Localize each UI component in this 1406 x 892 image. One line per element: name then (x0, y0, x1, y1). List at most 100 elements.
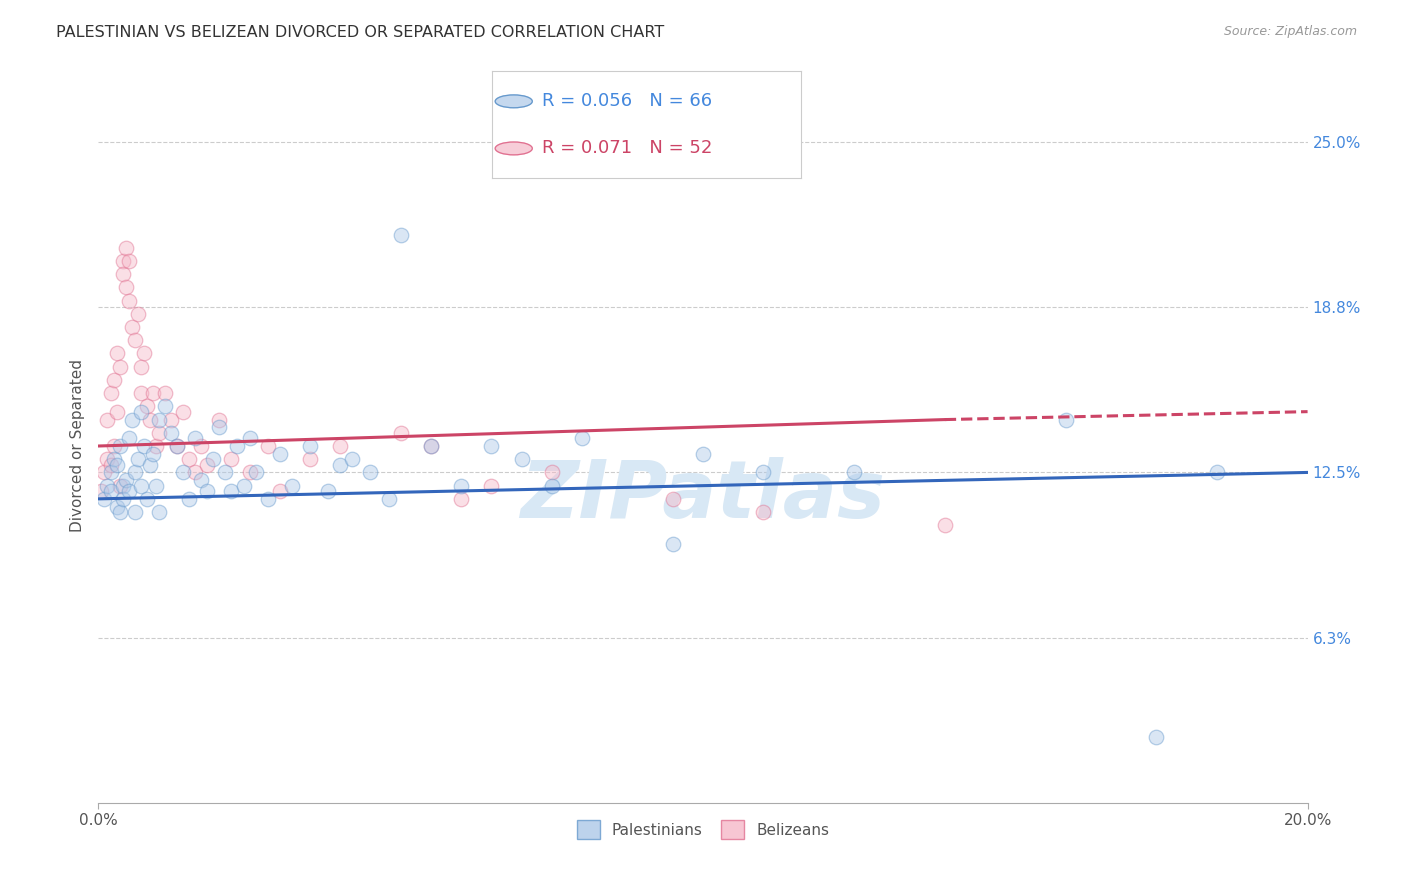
Point (105, 346, 128, 360)
Point (450, 478, 472, 492)
Text: R = 0.071   N = 52: R = 0.071 N = 52 (541, 139, 711, 157)
Point (299, 452, 322, 467)
Y-axis label: Divorced or Separated: Divorced or Separated (69, 359, 84, 533)
Point (184, 431, 207, 445)
Point (195, 483, 218, 498)
Point (752, 466, 775, 480)
Point (129, 359, 152, 374)
Point (172, 466, 194, 480)
Point (166, 439, 188, 453)
Text: Source: ZipAtlas.com: Source: ZipAtlas.com (1223, 25, 1357, 38)
Point (221, 483, 243, 498)
Point (934, 518, 956, 533)
Point (269, 447, 291, 461)
Point (148, 505, 170, 519)
Point (100, 458, 122, 472)
Point (108, 478, 131, 492)
Point (105, 458, 128, 472)
Point (153, 400, 176, 414)
Point (208, 412, 231, 426)
Point (111, 478, 134, 492)
Point (844, 466, 866, 480)
Point (208, 420, 231, 434)
Point (139, 412, 162, 426)
Point (103, 373, 125, 387)
Point (420, 439, 443, 453)
Point (281, 478, 304, 492)
Point (420, 439, 443, 453)
Point (226, 439, 249, 453)
Point (132, 439, 155, 453)
Point (450, 491, 472, 506)
Point (389, 227, 412, 242)
Point (129, 404, 152, 418)
Point (118, 293, 141, 308)
Point (153, 386, 176, 401)
Point (145, 478, 167, 492)
Point (114, 241, 136, 255)
Point (90, 483, 112, 498)
Point (202, 452, 225, 467)
Point (118, 431, 141, 445)
Point (108, 505, 131, 519)
Point (190, 474, 212, 488)
Point (148, 425, 170, 440)
Point (127, 307, 149, 321)
Point (114, 280, 136, 294)
Point (692, 447, 714, 461)
Point (166, 439, 188, 453)
Point (105, 404, 128, 418)
Point (114, 474, 136, 488)
Point (100, 466, 122, 480)
Point (256, 491, 278, 506)
Point (129, 386, 152, 401)
Point (103, 452, 125, 467)
Point (121, 320, 143, 334)
Point (100, 386, 122, 401)
Point (142, 447, 165, 461)
Point (105, 500, 128, 514)
Point (329, 458, 352, 472)
Point (661, 537, 683, 551)
Point (124, 505, 146, 519)
Point (360, 466, 382, 480)
Point (481, 439, 503, 453)
Point (329, 439, 352, 453)
Point (132, 346, 155, 360)
Point (342, 452, 364, 467)
Point (221, 452, 243, 467)
Point (96, 478, 118, 492)
Point (232, 478, 254, 492)
Point (108, 359, 131, 374)
Point (190, 439, 212, 453)
Point (389, 425, 412, 440)
Point (100, 483, 122, 498)
Point (510, 452, 533, 467)
Point (752, 505, 775, 519)
Point (103, 439, 125, 453)
Point (160, 412, 183, 426)
Point (135, 491, 157, 506)
Point (256, 439, 278, 453)
Point (1206, 466, 1229, 480)
Point (121, 412, 143, 426)
Point (316, 483, 339, 498)
Point (195, 458, 218, 472)
Point (142, 386, 165, 401)
Text: ZIPatlas: ZIPatlas (520, 457, 886, 535)
Point (148, 412, 170, 426)
Point (160, 425, 183, 440)
Point (118, 483, 141, 498)
Point (481, 478, 503, 492)
Legend: Palestinians, Belizeans: Palestinians, Belizeans (571, 814, 835, 845)
Point (184, 466, 207, 480)
Point (245, 466, 267, 480)
Point (96, 412, 118, 426)
Point (111, 254, 134, 268)
Point (93, 491, 115, 506)
Point (129, 478, 152, 492)
Point (124, 466, 146, 480)
Circle shape (495, 142, 533, 155)
Point (172, 404, 194, 418)
Circle shape (495, 95, 533, 108)
